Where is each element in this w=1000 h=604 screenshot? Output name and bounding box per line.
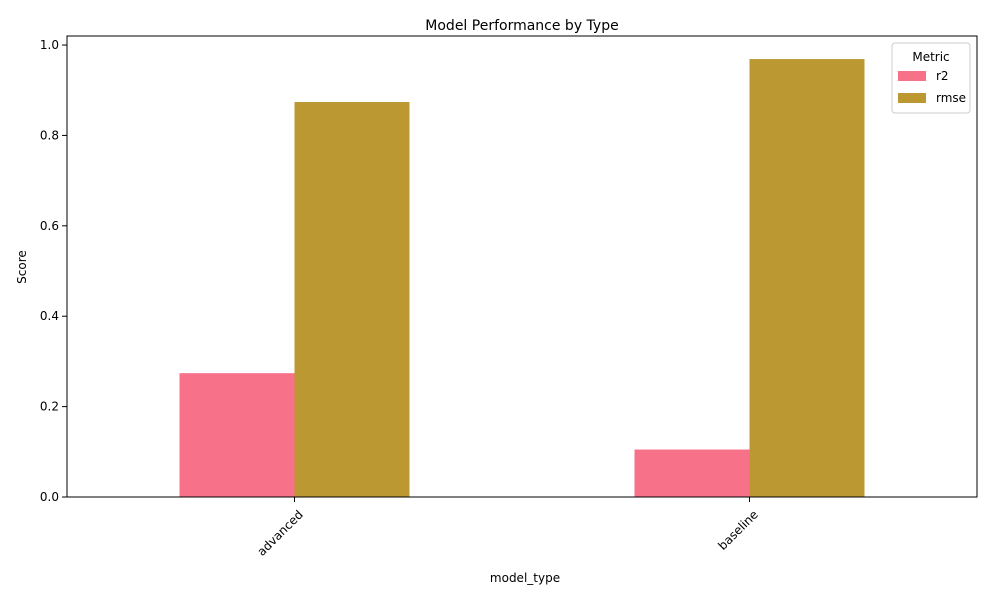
x-axis: advanced baseline bbox=[254, 497, 761, 559]
legend-label-r2: r2 bbox=[936, 69, 949, 83]
bar-r2-baseline bbox=[634, 449, 750, 497]
y-tick-label: 1.0 bbox=[40, 38, 59, 52]
x-axis-label: model_type bbox=[490, 571, 560, 585]
bar-rmse-advanced bbox=[294, 101, 410, 498]
y-axis: 0.0 0.2 0.4 0.6 0.8 1.0 bbox=[40, 38, 67, 504]
y-axis-label: Score bbox=[15, 250, 29, 284]
plot-frame bbox=[66, 35, 978, 498]
y-tick-label: 0.8 bbox=[40, 128, 59, 142]
x-tick-label: baseline bbox=[715, 507, 760, 552]
legend-label-rmse: rmse bbox=[936, 91, 966, 105]
bar-r2-advanced bbox=[179, 373, 295, 497]
legend: Metric r2 rmse bbox=[891, 42, 971, 114]
legend-swatch-r2 bbox=[898, 71, 926, 81]
y-tick-label: 0.6 bbox=[40, 219, 59, 233]
x-tick-label: advanced bbox=[254, 507, 305, 558]
y-tick-label: 0.2 bbox=[40, 400, 59, 414]
y-tick-label: 0.4 bbox=[40, 309, 59, 323]
legend-swatch-rmse bbox=[898, 93, 926, 103]
y-tick-label: 0.0 bbox=[40, 490, 59, 504]
chart-title: Model Performance by Type bbox=[425, 18, 618, 34]
bar-rmse-baseline bbox=[749, 59, 865, 498]
legend-title: Metric bbox=[912, 50, 949, 64]
legend-items: r2 rmse bbox=[898, 69, 966, 105]
bars-group bbox=[179, 59, 865, 498]
